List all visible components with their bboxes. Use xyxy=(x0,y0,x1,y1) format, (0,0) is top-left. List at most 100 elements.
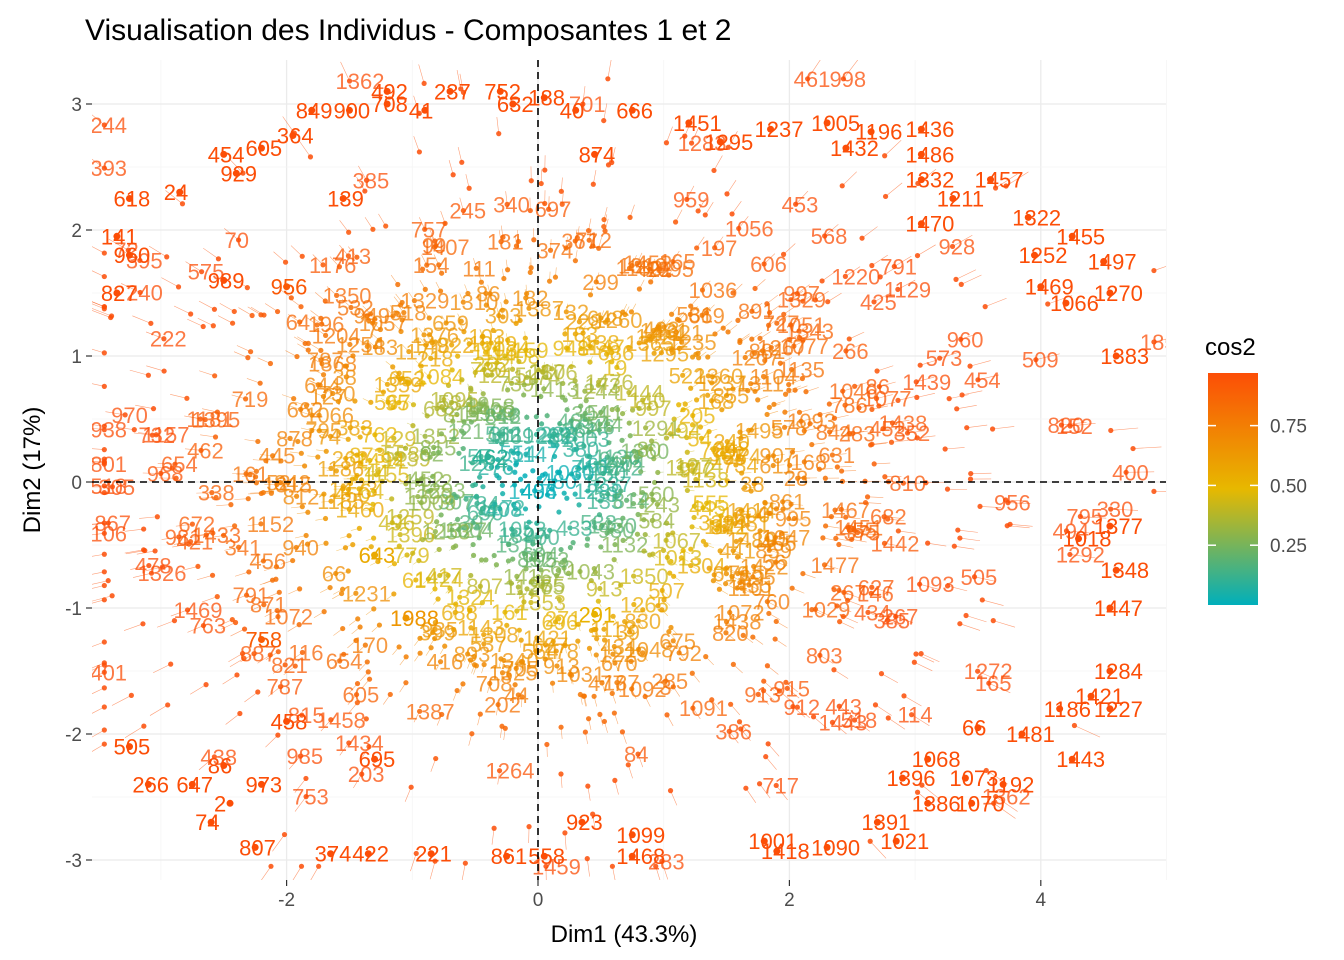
data-point: 505 xyxy=(113,735,150,760)
data-point: 462 xyxy=(472,445,509,470)
svg-text:64: 64 xyxy=(360,479,384,504)
svg-text:1235: 1235 xyxy=(668,330,717,355)
svg-text:1186: 1186 xyxy=(317,456,364,481)
svg-text:1477: 1477 xyxy=(811,553,860,578)
data-point: 374 xyxy=(315,842,352,867)
point-marker xyxy=(251,843,259,851)
svg-text:820: 820 xyxy=(712,621,749,646)
data-point: 1396 xyxy=(887,766,936,791)
point-marker xyxy=(823,119,831,127)
point-marker xyxy=(220,150,228,158)
svg-text:54: 54 xyxy=(687,426,711,451)
point-marker xyxy=(1106,522,1114,530)
svg-text:152: 152 xyxy=(1056,414,1093,439)
data-point: 861 xyxy=(491,844,528,869)
data-point: 291 xyxy=(579,602,616,627)
svg-text:787: 787 xyxy=(267,675,304,700)
data-point: 221 xyxy=(415,842,452,867)
data-point: 1332 xyxy=(905,168,954,193)
point-label: 40 xyxy=(560,98,584,123)
svg-text:477: 477 xyxy=(588,671,625,696)
svg-text:453: 453 xyxy=(782,192,819,217)
point-marker xyxy=(917,176,925,184)
point-label: 1443 xyxy=(1056,747,1105,772)
svg-text:717: 717 xyxy=(762,773,799,798)
svg-text:365: 365 xyxy=(528,575,565,600)
data-point: 2 xyxy=(214,791,234,816)
data-point: 1284 xyxy=(1094,659,1143,684)
svg-text:1084: 1084 xyxy=(415,365,464,390)
svg-text:1350: 1350 xyxy=(323,283,372,308)
svg-text:1324: 1324 xyxy=(446,585,495,610)
data-point: 1348 xyxy=(1100,558,1149,583)
y-tick-label: -3 xyxy=(65,851,82,872)
svg-text:1129: 1129 xyxy=(884,277,931,302)
point-label: 1295 xyxy=(704,130,753,155)
point-marker xyxy=(1018,730,1026,738)
svg-text:413: 413 xyxy=(334,244,371,269)
svg-text:181: 181 xyxy=(487,230,524,255)
svg-text:518: 518 xyxy=(90,474,127,499)
point-label: 1391 xyxy=(861,810,910,835)
point-label: 632 xyxy=(497,92,534,117)
point-marker xyxy=(371,551,379,559)
point-marker xyxy=(949,195,957,202)
point-label: 989 xyxy=(208,268,245,293)
data-point: 364 xyxy=(277,124,314,149)
point-marker xyxy=(999,780,1007,788)
svg-text:383: 383 xyxy=(336,416,373,441)
point-label: 221 xyxy=(415,842,452,867)
point-marker xyxy=(364,850,372,858)
legend-tick-label: 0.25 xyxy=(1270,536,1307,557)
svg-text:178: 178 xyxy=(542,639,579,664)
svg-text:960: 960 xyxy=(947,327,984,352)
svg-text:940: 940 xyxy=(282,535,319,560)
data-point: 1196 xyxy=(855,120,902,145)
point-label: 86 xyxy=(208,754,232,779)
point-label: 1252 xyxy=(1019,243,1068,268)
data-point: 1227 xyxy=(1094,697,1143,722)
data-point: 647 xyxy=(176,772,213,797)
point-marker xyxy=(125,251,133,259)
data-point: 558 xyxy=(528,844,565,869)
point-label: 960 xyxy=(113,243,150,268)
point-marker xyxy=(823,843,831,851)
point-label: 2 xyxy=(214,791,226,816)
svg-text:386: 386 xyxy=(715,719,752,744)
point-label: 1237 xyxy=(755,117,804,142)
point-label: 695 xyxy=(359,747,396,772)
svg-text:715: 715 xyxy=(728,561,765,586)
point-label: 1386 xyxy=(912,791,961,816)
svg-text:1395: 1395 xyxy=(191,408,240,433)
svg-text:304: 304 xyxy=(571,401,608,426)
svg-text:352: 352 xyxy=(894,421,931,446)
svg-text:95: 95 xyxy=(385,391,409,416)
point-label: 237 xyxy=(434,79,471,104)
point-marker xyxy=(899,774,907,782)
point-marker xyxy=(339,195,347,202)
point-label: 188 xyxy=(528,86,565,111)
data-point: 1099 xyxy=(616,823,665,848)
point-marker xyxy=(308,106,316,114)
data-point: 960 xyxy=(113,243,150,268)
y-tick-label: 2 xyxy=(71,221,82,242)
point-marker xyxy=(1087,692,1095,700)
svg-text:803: 803 xyxy=(806,643,843,668)
point-marker xyxy=(917,150,925,158)
svg-text:159: 159 xyxy=(512,338,549,363)
svg-text:401: 401 xyxy=(90,660,127,685)
svg-text:1265: 1265 xyxy=(620,592,669,617)
svg-text:374: 374 xyxy=(537,238,574,263)
data-point: 643 xyxy=(359,543,396,568)
point-label: 139 xyxy=(327,187,364,212)
point-marker xyxy=(383,100,391,108)
data-point: 74 xyxy=(195,810,219,835)
point-marker xyxy=(578,818,586,826)
point-label: 643 xyxy=(359,543,396,568)
data-point: 1018 xyxy=(1063,527,1112,552)
point-label: 1383 xyxy=(1100,344,1149,369)
svg-text:433: 433 xyxy=(556,516,593,541)
svg-text:913: 913 xyxy=(586,577,623,602)
svg-text:795: 795 xyxy=(305,419,342,444)
